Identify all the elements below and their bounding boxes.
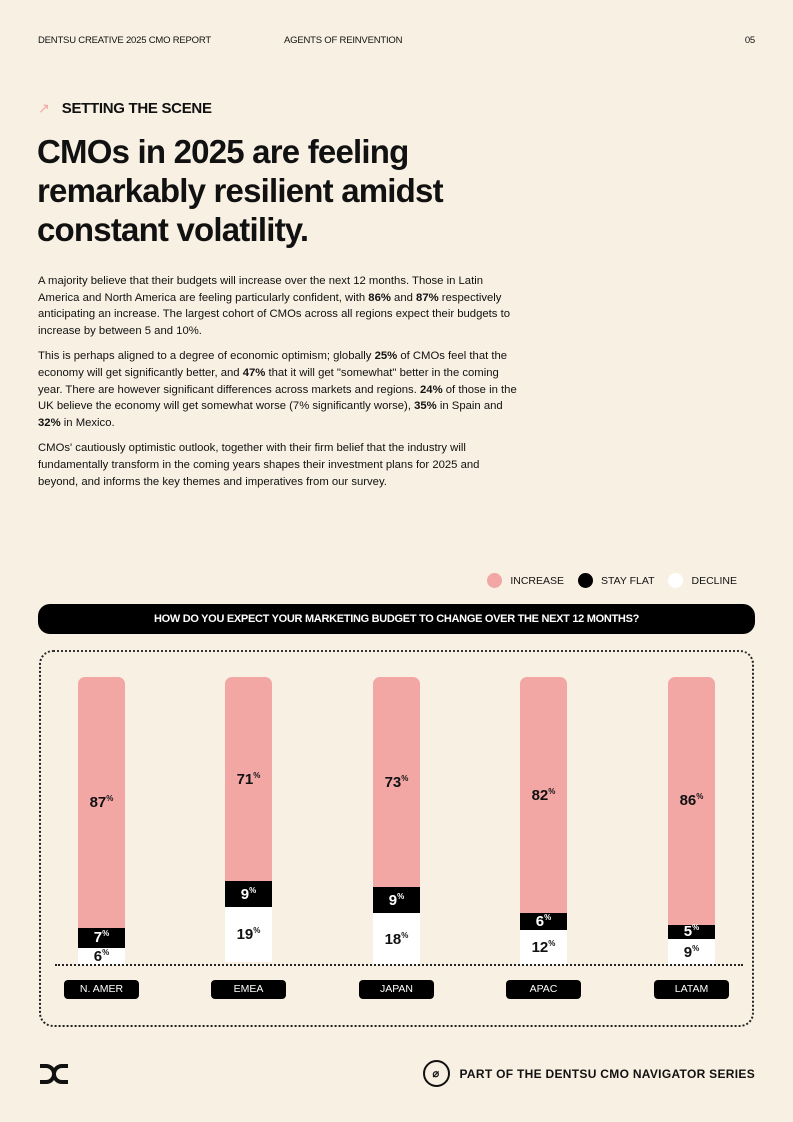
legend-label: INCREASE (510, 574, 564, 587)
data-label: 6% (93, 947, 110, 965)
text-run: and (390, 291, 417, 304)
kicker-label: SETTING THE SCENE (61, 100, 212, 117)
footer: ⌀ PART OF THE DENTSU CMO NAVIGATOR SERIE… (422, 1060, 756, 1087)
section-title: AGENTS OF REINVENTION (284, 35, 403, 46)
data-label: 19% (236, 926, 261, 944)
bar-segment-increase: 87% (78, 677, 125, 928)
data-label: 87% (89, 793, 114, 811)
paragraph: CMOs' cautiously optimistic outlook, tog… (38, 440, 518, 490)
legend-swatch (668, 573, 684, 588)
bar-segment-stay-flat: 5% (668, 923, 715, 941)
data-label: 82% (531, 786, 556, 804)
bar-segment-increase: 86% (668, 677, 715, 925)
legend-label: DECLINE (691, 574, 737, 587)
category-label: LATAM (654, 980, 729, 999)
bar-segment-increase: 73% (373, 677, 420, 888)
chart-baseline (55, 964, 743, 966)
arrow-up-right-icon: ↗ (38, 100, 50, 116)
category-label: APAC (506, 980, 581, 999)
bar-stack: 87% 7% 6% (78, 677, 125, 965)
legend-label: STAY FLAT (601, 574, 655, 587)
page-number: 05 (744, 35, 755, 46)
text-run: in Spain and (436, 400, 503, 413)
highlight-stat: 47% (242, 367, 266, 380)
bar-segment-decline: 18% (373, 913, 420, 965)
legend-swatch (487, 573, 503, 588)
data-label: 9% (683, 943, 700, 961)
bar-stack: 82% 6% 12% (520, 677, 567, 965)
data-label: 73% (384, 773, 409, 791)
chart-legend: INCREASE STAY FLAT DECLINE (487, 573, 737, 588)
bar-segment-decline: 12% (520, 930, 567, 965)
report-title: DENTSU CREATIVE 2025 CMO REPORT (38, 35, 211, 46)
category-label: JAPAN (359, 980, 434, 999)
data-label: 86% (679, 792, 704, 810)
compass-icon: ⌀ (422, 1060, 450, 1087)
data-label: 12% (531, 939, 556, 957)
bar-stack: 73% 9% 18% (373, 677, 420, 965)
bar-stack: 86% 5% 9% (668, 677, 715, 965)
dentsu-logo-icon (40, 1064, 68, 1084)
legend-swatch (578, 573, 593, 588)
chart-frame (39, 650, 754, 1027)
chart-title: HOW DO YOU EXPECT YOUR MARKETING BUDGET … (38, 604, 755, 634)
paragraph: A majority believe that their budgets wi… (38, 273, 518, 340)
bar-segment-stay-flat: 9% (373, 887, 420, 914)
text-run: CMOs' cautiously optimistic outlook, tog… (38, 442, 480, 488)
highlight-stat: 86% (368, 291, 391, 304)
bar-segment-increase: 71% (225, 677, 272, 882)
bar-segment-decline: 9% (668, 939, 715, 965)
category-label: N. AMER (64, 980, 139, 999)
paragraph: This is perhaps aligned to a degree of e… (38, 348, 518, 432)
bar-stack: 71% 9% 19% (225, 677, 272, 965)
highlight-stat: 25% (374, 350, 398, 363)
highlight-stat: 35% (414, 400, 437, 413)
data-label: 7% (93, 929, 110, 947)
text-run: of those in the UK believe the economy w… (38, 383, 517, 413)
text-run: respectively anticipating an increase. T… (38, 291, 510, 338)
bar-segment-stay-flat: 6% (520, 913, 567, 931)
data-label: 9% (240, 885, 257, 903)
text-run: of CMOs feel that the economy will get s… (38, 350, 508, 380)
text-run: A majority believe that their budgets wi… (38, 275, 484, 304)
bar-segment-increase: 82% (520, 677, 567, 914)
highlight-stat: 24% (420, 383, 443, 396)
page-title: CMOs in 2025 are feeling remarkably resi… (37, 133, 444, 248)
highlight-stat: 87% (416, 291, 439, 304)
text-run: This is perhaps aligned to a degree of e… (38, 350, 375, 363)
bar-segment-stay-flat: 9% (225, 881, 272, 908)
highlight-stat: 32% (38, 417, 61, 430)
category-label: EMEA (211, 980, 286, 999)
kicker: ↗ SETTING THE SCENE (38, 100, 212, 117)
text-run: that it will get "somewhat" better in th… (38, 367, 499, 396)
bar-segment-decline: 19% (225, 907, 272, 963)
bar-segment-stay-flat: 7% (78, 927, 125, 948)
data-label: 71% (236, 770, 261, 788)
legend-item: DECLINE (668, 573, 737, 588)
legend-item: INCREASE (487, 573, 564, 588)
data-label: 9% (388, 891, 405, 909)
data-label: 6% (535, 913, 552, 931)
body-text: A majority believe that their budgets wi… (38, 273, 518, 499)
bar-segment-decline: 6% (78, 947, 125, 965)
legend-item: STAY FLAT (578, 573, 654, 588)
text-run: in Mexico. (60, 417, 115, 430)
series-label: PART OF THE DENTSU CMO NAVIGATOR SERIES (459, 1066, 755, 1081)
data-label: 5% (683, 923, 700, 941)
data-label: 18% (384, 930, 409, 948)
